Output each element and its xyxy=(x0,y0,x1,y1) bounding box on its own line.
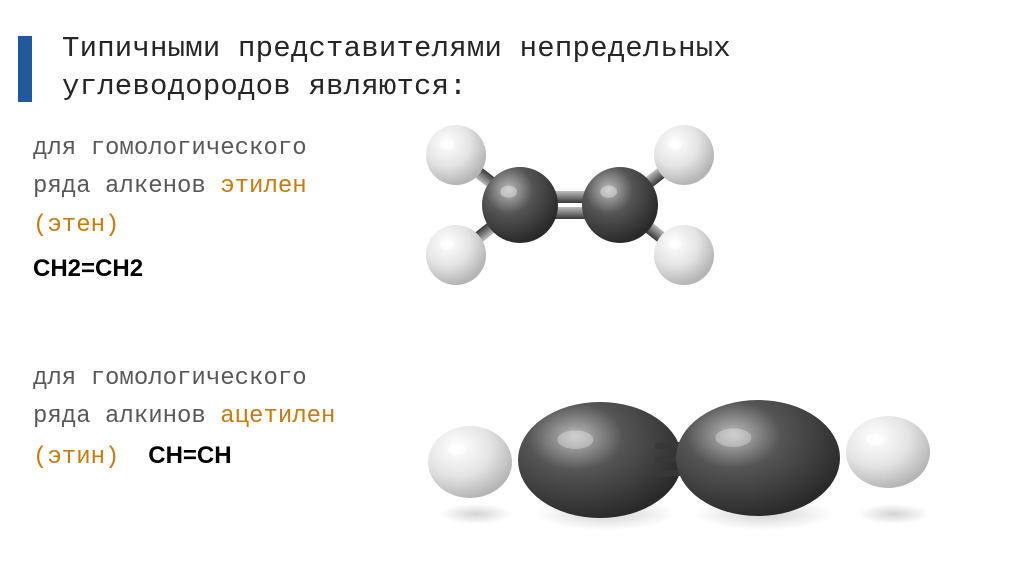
alkene-block: для гомологического ряда алкенов этилен … xyxy=(33,130,373,283)
alkyne-line3: (этин) СН=СН xyxy=(33,437,393,477)
alkyne-name: ацетилен xyxy=(220,403,335,430)
alkyne-line1: для гомологического xyxy=(33,360,393,398)
alkyne-block: для гомологического ряда алкинов ацетиле… xyxy=(33,360,393,477)
alkyne-alt-text: (этин) xyxy=(33,444,119,471)
ethene-svg xyxy=(400,105,760,305)
alkene-intro2: ряда алкенов xyxy=(33,173,220,200)
ethyne-svg xyxy=(400,380,960,540)
alkene-formula: СН2=СН2 xyxy=(33,255,373,283)
alkene-alt: (этен) xyxy=(33,207,373,245)
ethyne-molecule xyxy=(400,380,960,540)
spacer xyxy=(33,245,373,255)
alkene-line1: для гомологического xyxy=(33,130,373,168)
alkene-name: этилен xyxy=(220,173,306,200)
accent-bar xyxy=(18,36,32,102)
slide-title: Типичными представителями непредельных у… xyxy=(62,30,962,105)
ethene-molecule xyxy=(400,105,760,305)
alkene-alt-text: (этен) xyxy=(33,212,119,239)
slide: Типичными представителями непредельных у… xyxy=(0,0,1024,574)
alkyne-formula: СН=СН xyxy=(148,442,231,469)
alkyne-intro2: ряда алкинов xyxy=(33,403,220,430)
alkene-line2: ряда алкенов этилен xyxy=(33,168,373,206)
space xyxy=(119,444,148,471)
alkyne-line2: ряда алкинов ацетилен xyxy=(33,398,393,436)
